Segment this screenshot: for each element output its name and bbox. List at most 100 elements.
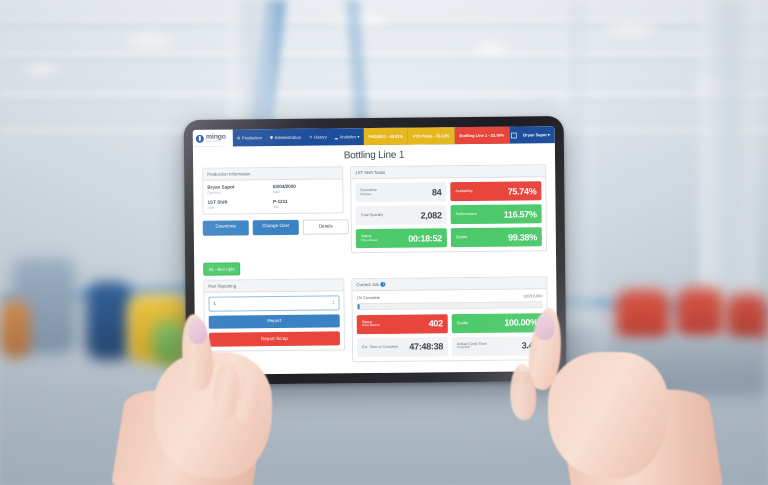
tile-total-quantity: Total Quantity 2,082: [355, 205, 447, 226]
nav-menu: ⚙ Production ⛊ Administration ↺ History …: [233, 128, 364, 146]
progress-count: 120/10,000: [522, 293, 543, 299]
info-icon[interactable]: i: [380, 282, 386, 287]
top-navbar: mingo smart factory ⚙ Production ⛊ Admin…: [192, 126, 555, 147]
tile-actual-cycle-sublabel: Parts/Min: [457, 345, 471, 350]
ceiling-beam: [0, 52, 768, 62]
tile-est-time-value: 47:48:38: [409, 341, 444, 352]
nav-item-administration[interactable]: ⛊ Administration: [266, 129, 305, 146]
tile-availability: Availability 75.74%: [450, 181, 542, 202]
nav-item-history[interactable]: ↺ History: [305, 128, 331, 145]
tablet-device: mingo smart factory ⚙ Production ⛊ Admin…: [183, 116, 567, 385]
ceiling-light: [468, 40, 516, 58]
tile-quality-shift-value: 99.38%: [508, 231, 537, 243]
nav-badge-bottling-line-1[interactable]: Bottling Line 1 - 22.99%: [454, 126, 510, 145]
tile-status-labels: Status Time Ahead: [361, 234, 377, 242]
tile-performance-labels: Performance: [456, 212, 477, 217]
machine-blob: [616, 290, 670, 344]
gear-icon: ⚙: [236, 135, 241, 141]
brand-logo[interactable]: mingo smart factory: [192, 129, 233, 147]
production-information-grid: Bryan Sapot Operator 03/04/2020 Date 1ST…: [207, 183, 339, 210]
change-over-button[interactable]: Change Over: [252, 219, 299, 235]
shield-icon: ⛊: [269, 135, 273, 141]
user-menu[interactable]: Bryan Sapot ▾: [523, 132, 550, 138]
brand-tagline: smart factory: [205, 139, 221, 143]
tile-job-quality-label: Quality: [456, 320, 469, 325]
left-thumb-nail: [186, 317, 209, 345]
nav-badge-p10-press[interactable]: P10 Press - 76.13%: [408, 127, 455, 145]
machine-blob: [676, 288, 724, 340]
production-information-body: Bryan Sapot Operator 03/04/2020 Date 1ST…: [203, 179, 342, 213]
tile-total-quantity-label: Total Quantity: [360, 213, 384, 218]
tile-parts-behind-labels: Status Parts Behind: [362, 320, 380, 328]
tile-parts-behind-sublabel: Parts Behind: [361, 323, 380, 328]
tile-quality-shift-label: Quality: [455, 235, 468, 240]
tile-quality-shift-labels: Quality: [456, 235, 468, 240]
machine-blob: [0, 300, 30, 358]
page-title: Bottling Line 1: [343, 149, 405, 162]
tile-downtime-labels: Downtime Minutes: [360, 188, 376, 196]
pillar: [560, 0, 594, 365]
shift-label: Shift: [207, 205, 215, 210]
product-badge[interactable]: BL - Bud Light: [203, 262, 241, 276]
tile-quality-shift: Quality 99.38%: [450, 227, 542, 248]
tile-total-quantity-labels: Total Quantity: [361, 213, 384, 218]
shift-totals-tiles: Downtime Minutes 84 Total Quantity: [355, 181, 542, 249]
tile-status-sublabel: Time Ahead: [360, 237, 378, 243]
right-palm: [548, 352, 668, 478]
shift-totals-body: Downtime Minutes 84 Total Quantity: [351, 177, 546, 252]
mingo-logo-icon: [195, 134, 204, 143]
tile-total-quantity-value: 2,082: [420, 209, 442, 221]
clock-icon: ↺: [308, 134, 313, 140]
current-job-header-row: Current Job i: [356, 280, 542, 287]
details-button[interactable]: Details: [302, 219, 349, 235]
downtime-button[interactable]: Downtime: [202, 220, 249, 236]
nav-item-analytics[interactable]: ▂ Analytics ▾: [331, 128, 364, 145]
tile-performance-value: 116.57%: [503, 208, 537, 220]
production-action-buttons: Downtime Change Over Details: [202, 219, 349, 236]
nav-item-history-label: History: [313, 134, 327, 140]
nav-item-production[interactable]: ⚙ Production: [233, 129, 266, 146]
tile-availability-labels: Availability: [455, 189, 472, 194]
tile-actual-cycle-labels: Actual Cycle Time Parts/Min: [457, 342, 487, 351]
machine-blob: [152, 320, 186, 364]
tile-est-time-labels: Est. Time to Complete: [362, 344, 398, 349]
nav-item-production-label: Production: [241, 135, 262, 141]
shift-totals-left-tiles: Downtime Minutes 84 Total Quantity: [355, 182, 447, 249]
tile-downtime-sublabel: Minutes: [360, 191, 372, 197]
info-field-job: P-1211 Job: [273, 198, 339, 209]
tile-downtime-value: 84: [431, 186, 442, 197]
progress-label: 1% Complete: [356, 294, 380, 301]
machine-blob: [86, 282, 132, 360]
tile-status-value: 00:18:52: [408, 232, 442, 244]
info-field-operator: Bryan Sapot Operator: [207, 184, 273, 195]
tile-parts-behind: Status Parts Behind 402: [356, 313, 448, 334]
tile-est-time-label: Est. Time to Complete: [362, 344, 399, 349]
tile-job-quality-labels: Quality: [457, 321, 469, 326]
tile-availability-value: 75.74%: [507, 185, 537, 197]
left-column: Production Information Bryan Sapot Opera…: [202, 166, 349, 236]
operator-label: Operator: [207, 190, 221, 195]
ceiling-light: [600, 18, 662, 40]
tile-downtime: Downtime Minutes 84: [355, 182, 447, 203]
current-job-title: Current Job: [356, 281, 379, 288]
tablet-screen: mingo smart factory ⚙ Production ⛊ Admin…: [192, 126, 558, 375]
ceiling-beam: [0, 92, 768, 102]
info-field-shift: 1ST Shift Shift: [207, 199, 273, 210]
tile-status-time-ahead: Status Time Ahead 00:18:52: [355, 228, 447, 249]
info-field-date: 03/04/2020 Date: [273, 183, 339, 194]
right-hand: [496, 300, 726, 485]
right-column: 1ST Shift Totals Downtime Minutes: [350, 164, 548, 254]
left-hand: [110, 300, 340, 485]
fullscreen-icon[interactable]: [509, 126, 518, 143]
brand-text: mingo smart factory: [206, 133, 226, 143]
machine-blob: [726, 294, 768, 344]
nav-item-analytics-label: Analytics ▾: [339, 134, 360, 140]
ceiling-light: [120, 28, 178, 54]
main-row: Production Information Bryan Sapot Opera…: [202, 164, 548, 255]
tile-est-time-to-complete: Est. Time to Complete 47:48:38: [356, 336, 449, 357]
date-label: Date: [272, 189, 281, 194]
ceiling-light: [18, 60, 64, 78]
nav-item-administration-label: Administration: [274, 134, 302, 141]
tile-availability-label: Availability: [455, 189, 473, 194]
nav-badge-fhd30x1[interactable]: FHD30X1 - 80.81%: [363, 127, 409, 146]
